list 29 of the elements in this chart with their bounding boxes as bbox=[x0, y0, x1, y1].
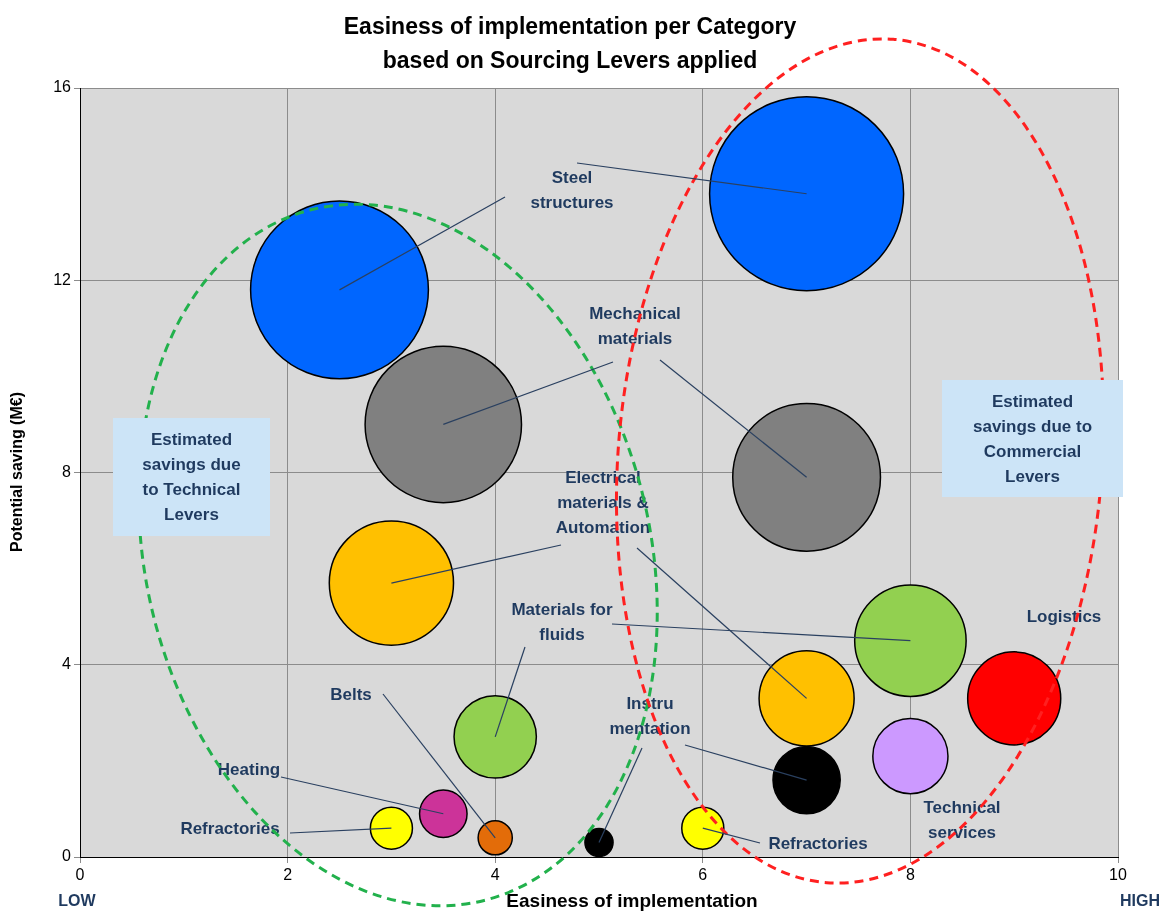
text: Refractories bbox=[180, 818, 280, 838]
text: HIGH bbox=[1120, 892, 1160, 910]
y-tick-label: 4 bbox=[62, 655, 72, 673]
y-tick-label: 0 bbox=[62, 847, 72, 865]
text-box: Estimated savings due to Commercial Levers bbox=[942, 380, 1123, 497]
text: Steel structures bbox=[530, 167, 614, 212]
annotation: Estimated savings due to Commercial Levers bbox=[972, 390, 1093, 488]
annotation: Estimated savings due to Technical Levers bbox=[141, 429, 242, 526]
text: Belts bbox=[330, 684, 372, 704]
series-label: Technical services bbox=[923, 797, 1001, 842]
text: Heating bbox=[217, 759, 281, 779]
text: Materials for fluids bbox=[511, 599, 613, 644]
y-axis-title: Potential saving (M€) bbox=[8, 391, 26, 553]
x-tick-label: 2 bbox=[283, 866, 293, 884]
x-tick-label: 4 bbox=[490, 866, 500, 884]
x-axis-title: Easiness of implementation bbox=[506, 890, 758, 912]
x-tick-label: 6 bbox=[698, 866, 708, 884]
x-tick-label: 10 bbox=[1109, 866, 1127, 884]
text-box: Estimated savings due to Technical Levers bbox=[113, 418, 270, 536]
chart-title: Easiness of implementation per Category based on Sourcing Levers applied bbox=[343, 13, 797, 74]
x-tick-label: 8 bbox=[905, 866, 915, 884]
x-tick-label: 0 bbox=[75, 866, 85, 884]
y-tick-label: 16 bbox=[53, 78, 72, 96]
text: LOW bbox=[58, 892, 97, 910]
text: Refractories bbox=[768, 833, 868, 853]
text: Mechanical materials bbox=[589, 303, 681, 348]
y-tick-label: 8 bbox=[62, 462, 72, 480]
y-tick-label: 12 bbox=[53, 270, 72, 288]
series-label: Logistics bbox=[1026, 606, 1102, 626]
